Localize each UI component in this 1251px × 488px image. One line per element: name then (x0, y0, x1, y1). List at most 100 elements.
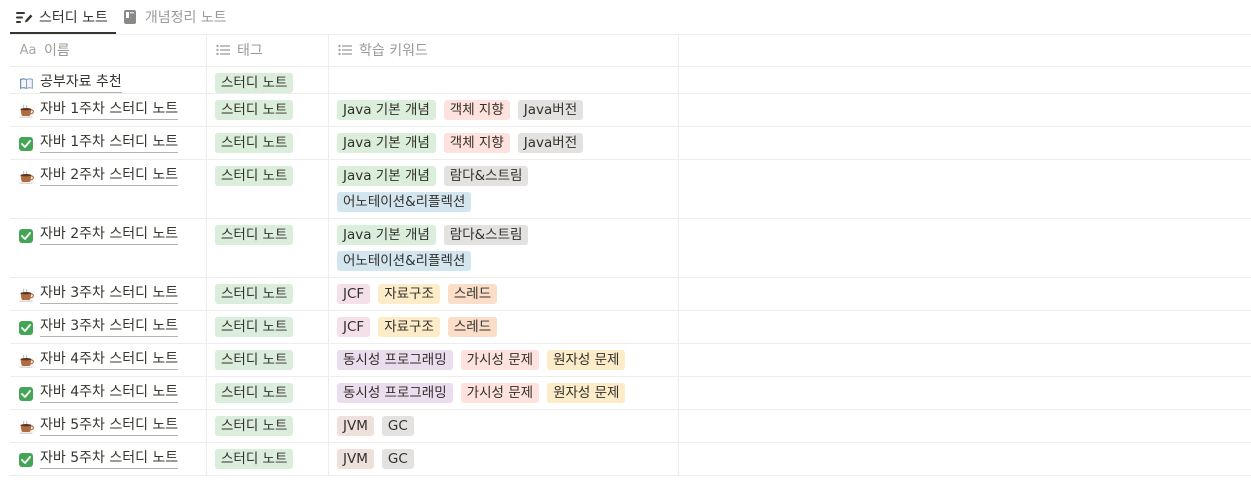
page-link[interactable]: 자바 1주차 스터디 노트 (18, 101, 179, 120)
tag-pill[interactable]: 스터디 노트 (215, 350, 294, 370)
page-link[interactable]: 공부자료 추천 (18, 74, 122, 93)
keyword-pill[interactable]: 객체 지향 (443, 100, 510, 120)
tag-pill[interactable]: 스터디 노트 (215, 317, 294, 337)
tag-pill[interactable]: 스터디 노트 (215, 383, 294, 403)
cell-tag[interactable]: 스터디 노트 (207, 278, 329, 310)
keyword-pill[interactable]: 객체 지향 (443, 133, 510, 153)
keyword-pill[interactable]: Java 기본 개념 (337, 100, 436, 120)
keyword-pill[interactable]: 자료구조 (378, 317, 440, 337)
cell-empty (679, 311, 1251, 343)
table-row[interactable]: 자바 3주차 스터디 노트 스터디 노트 JCF 자료구조 스레드 (10, 278, 1251, 311)
keyword-pill[interactable]: 원자성 문제 (547, 383, 626, 403)
page-link[interactable]: 자바 2주차 스터디 노트 (18, 226, 179, 245)
keyword-pill[interactable]: Java 기본 개념 (337, 225, 436, 245)
tag-pill[interactable]: 스터디 노트 (215, 284, 294, 304)
coffee-icon (18, 287, 34, 303)
table-row[interactable]: 자바 4주차 스터디 노트 스터디 노트 동시성 프로그래밍 가시성 문제 원자성 문제 (10, 377, 1251, 410)
page-link[interactable]: 자바 1주차 스터디 노트 (18, 134, 179, 153)
cell-keywords[interactable] (329, 67, 679, 93)
table-row[interactable]: 자바 1주차 스터디 노트 스터디 노트 Java 기본 개념 객체 지향 Java버전 (10, 127, 1251, 160)
table-row[interactable]: 자바 4주차 스터디 노트 스터디 노트 동시성 프로그래밍 가시성 문제 원자성 문제 (10, 344, 1251, 377)
keyword-pill[interactable]: 람다&스트림 (443, 166, 529, 186)
page-link[interactable]: 자바 3주차 스터디 노트 (18, 285, 179, 304)
keyword-pill[interactable]: JCF (337, 284, 371, 304)
cell-empty (679, 377, 1251, 409)
cell-tag[interactable]: 스터디 노트 (207, 67, 329, 93)
table-row[interactable]: 자바 5주차 스터디 노트 스터디 노트 JVM GC (10, 443, 1251, 476)
keyword-pill[interactable]: GC (381, 416, 414, 436)
keyword-pill[interactable]: 동시성 프로그래밍 (337, 383, 453, 403)
keyword-pill[interactable]: JVM (337, 416, 374, 436)
table-row[interactable]: 자바 1주차 스터디 노트 스터디 노트 Java 기본 개념 객체 지향 Java버전 (10, 94, 1251, 127)
cell-tag[interactable]: 스터디 노트 (207, 127, 329, 159)
tag-pill[interactable]: 스터디 노트 (215, 225, 294, 245)
cell-tag[interactable]: 스터디 노트 (207, 94, 329, 126)
keyword-pill[interactable]: 자료구조 (378, 284, 440, 304)
keyword-pill[interactable]: 가시성 문제 (460, 383, 540, 403)
keyword-pill[interactable]: JCF (337, 317, 371, 337)
keyword-pill[interactable]: 어노테이션&리플렉션 (337, 251, 472, 271)
cell-keywords[interactable]: JCF 자료구조 스레드 (329, 311, 679, 343)
column-header-tag[interactable]: 태그 (207, 34, 329, 66)
cell-keywords[interactable]: JVM GC (329, 443, 679, 475)
column-header-keywords[interactable]: 학습 키워드 (329, 34, 679, 66)
cell-tag[interactable]: 스터디 노트 (207, 410, 329, 442)
tag-pill[interactable]: 스터디 노트 (215, 416, 294, 436)
cell-keywords[interactable]: JVM GC (329, 410, 679, 442)
keyword-pill[interactable]: Java 기본 개념 (337, 166, 436, 186)
table-row[interactable]: 자바 3주차 스터디 노트 스터디 노트 JCF 자료구조 스레드 (10, 311, 1251, 344)
keyword-pill[interactable]: 가시성 문제 (460, 350, 540, 370)
cell-keywords[interactable]: JCF 자료구조 스레드 (329, 278, 679, 310)
keyword-pill[interactable]: 동시성 프로그래밍 (337, 350, 453, 370)
page-link[interactable]: 자바 4주차 스터디 노트 (18, 384, 179, 403)
tag-pill[interactable]: 스터디 노트 (215, 133, 294, 153)
tab-study-notes[interactable]: 스터디 노트 (10, 0, 116, 34)
cell-tag[interactable]: 스터디 노트 (207, 311, 329, 343)
page-link[interactable]: 자바 3주차 스터디 노트 (18, 318, 179, 337)
tag-pill[interactable]: 스터디 노트 (215, 166, 294, 186)
cell-tag[interactable]: 스터디 노트 (207, 160, 329, 218)
cell-tag[interactable]: 스터디 노트 (207, 219, 329, 277)
keyword-pill[interactable]: 스레드 (447, 317, 498, 337)
page-link[interactable]: 자바 4주차 스터디 노트 (18, 351, 179, 370)
keyword-pill[interactable]: JVM (337, 449, 374, 469)
check-icon (18, 386, 34, 402)
table-row[interactable]: 자바 5주차 스터디 노트 스터디 노트 JVM GC (10, 410, 1251, 443)
tab-concept-notes[interactable]: 개념정리 노트 (116, 0, 235, 34)
keyword-pill[interactable]: 스레드 (447, 284, 498, 304)
cell-keywords[interactable]: 동시성 프로그래밍 가시성 문제 원자성 문제 (329, 344, 679, 376)
keyword-pill[interactable]: GC (381, 449, 414, 469)
list-icon (337, 42, 353, 58)
column-header-name[interactable]: Aa 이름 (10, 34, 207, 66)
cell-tag[interactable]: 스터디 노트 (207, 443, 329, 475)
cell-tag[interactable]: 스터디 노트 (207, 344, 329, 376)
keyword-pill[interactable]: Java버전 (517, 133, 584, 153)
cell-keywords[interactable]: Java 기본 개념 객체 지향 Java버전 (329, 127, 679, 159)
column-header-label: 학습 키워드 (359, 43, 428, 59)
page-link[interactable]: 자바 5주차 스터디 노트 (18, 417, 179, 436)
cell-keywords[interactable]: Java 기본 개념 객체 지향 Java버전 (329, 94, 679, 126)
page-link[interactable]: 자바 5주차 스터디 노트 (18, 450, 179, 469)
cell-empty (679, 94, 1251, 126)
tag-pill[interactable]: 스터디 노트 (215, 449, 294, 469)
page-title: 자바 4주차 스터디 노트 (40, 384, 179, 403)
keyword-pill[interactable]: Java 기본 개념 (337, 133, 436, 153)
page-link[interactable]: 자바 2주차 스터디 노트 (18, 167, 179, 186)
cell-name: 자바 4주차 스터디 노트 (10, 377, 207, 409)
cell-tag[interactable]: 스터디 노트 (207, 377, 329, 409)
keyword-pill[interactable]: 람다&스트림 (443, 225, 529, 245)
tag-pill[interactable]: 스터디 노트 (215, 100, 294, 120)
keyword-pill[interactable]: 어노테이션&리플렉션 (337, 192, 472, 212)
cell-empty (679, 160, 1251, 218)
keyword-pill[interactable]: Java버전 (517, 100, 584, 120)
page-title: 자바 3주차 스터디 노트 (40, 285, 179, 304)
column-header-label: 태그 (237, 43, 263, 59)
cell-keywords[interactable]: 동시성 프로그래밍 가시성 문제 원자성 문제 (329, 377, 679, 409)
tag-pill[interactable]: 스터디 노트 (215, 73, 294, 93)
keyword-pill[interactable]: 원자성 문제 (547, 350, 626, 370)
table-row[interactable]: 공부자료 추천 스터디 노트 (10, 67, 1251, 94)
